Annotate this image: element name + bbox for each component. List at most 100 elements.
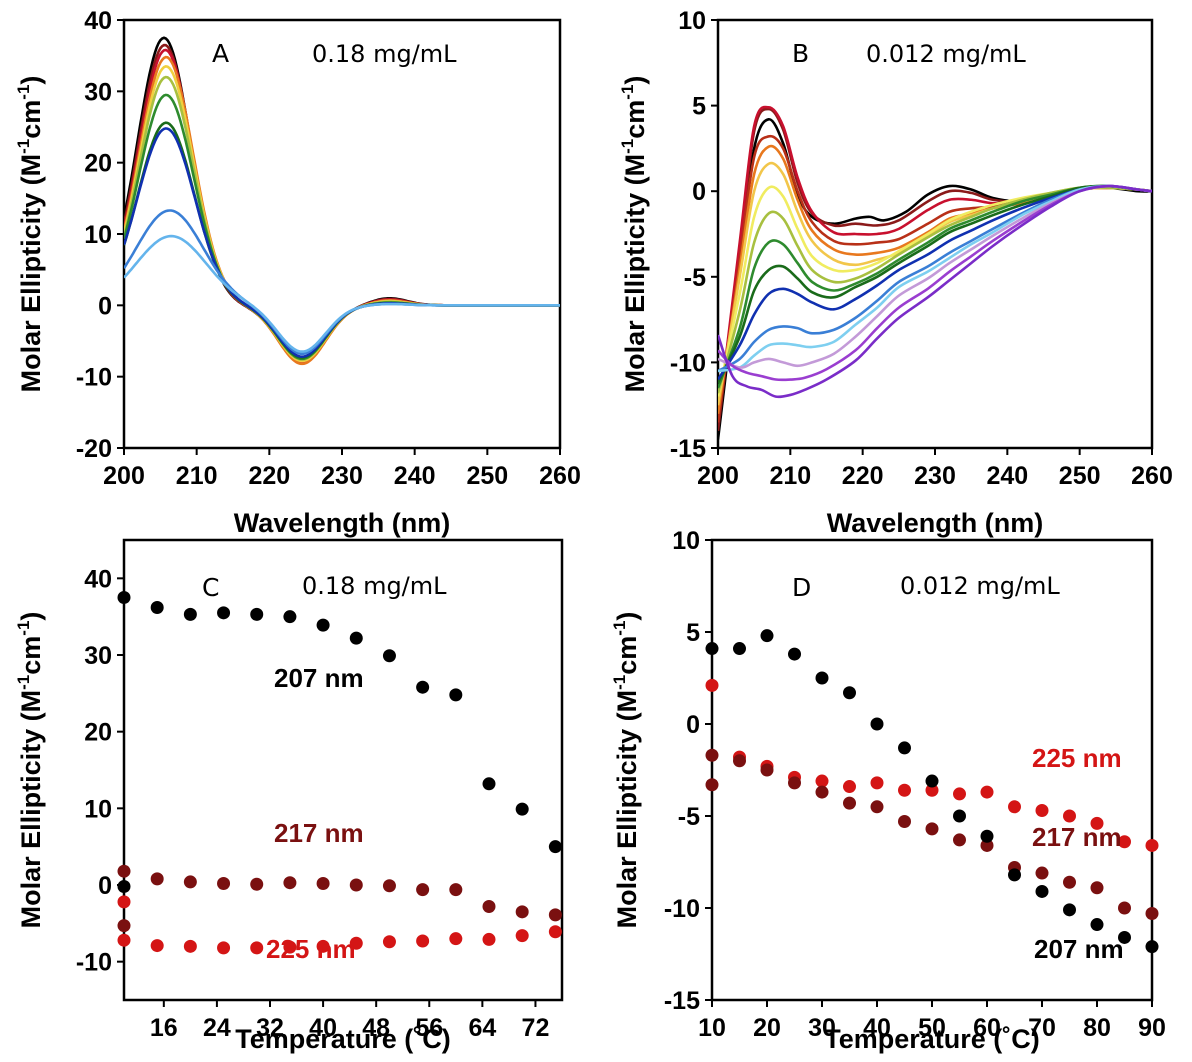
y-tick-label: -15: [664, 987, 700, 1015]
point-207-nm: [382, 649, 396, 663]
point-207-nm: [1008, 868, 1021, 882]
point-207-nm: [705, 642, 719, 656]
point-217-nm: [705, 748, 719, 762]
concentration-annotation: 0.18 mg/mL: [312, 40, 457, 68]
series-label-207-nm: 207 nm: [274, 663, 364, 693]
point-217-nm: [283, 876, 297, 890]
point-217-nm: [1035, 866, 1049, 880]
point-207-nm: [788, 647, 801, 661]
point-225-nm: [117, 933, 131, 947]
point-207-nm: [482, 777, 496, 791]
point-217-nm: [1145, 907, 1159, 921]
x-tick-label: 230: [321, 462, 363, 490]
spectrum-curve-1: [124, 36, 560, 364]
point-207-nm: [349, 631, 363, 645]
spectrum-curve-1: [718, 118, 1152, 440]
x-tick-label: 40: [309, 1014, 337, 1042]
point-217-nm: [117, 919, 131, 933]
point-225-nm: [705, 678, 719, 692]
x-tick-label: 60: [973, 1014, 1001, 1042]
y-tick-label: 5: [686, 619, 700, 647]
x-tick-label: 210: [176, 462, 218, 490]
point-217-nm: [843, 796, 856, 810]
point-207-nm: [548, 840, 562, 854]
panel-label: A: [212, 39, 229, 68]
point-207-nm: [449, 688, 463, 702]
x-axis-label: Temperature (˚C): [235, 1024, 451, 1054]
point-225-nm: [416, 934, 430, 948]
point-225-nm: [1063, 809, 1076, 823]
x-tick-label: 220: [248, 462, 290, 490]
spectrum-curve-3: [718, 105, 1152, 423]
y-axis-label: Molar Ellipticity (M-1cm-1): [618, 76, 650, 393]
point-217-nm: [250, 877, 264, 891]
point-217-nm: [548, 908, 562, 922]
point-207-nm: [515, 802, 529, 816]
point-207-nm: [870, 717, 884, 731]
y-tick-label: -10: [76, 949, 112, 977]
x-tick-label: 90: [1138, 1014, 1166, 1042]
y-tick-label: -15: [670, 435, 706, 463]
y-tick-label: -5: [678, 803, 700, 831]
point-207-nm: [1063, 903, 1076, 917]
x-tick-label: 200: [697, 462, 739, 490]
x-tick-label: 230: [914, 462, 956, 490]
point-207-nm: [283, 610, 297, 624]
point-217-nm: [449, 883, 463, 897]
point-207-nm: [183, 607, 197, 621]
point-217-nm: [482, 899, 496, 913]
point-207-nm: [980, 829, 994, 843]
point-225-nm: [250, 941, 264, 955]
y-tick-label: 0: [686, 711, 700, 739]
point-217-nm: [1063, 875, 1076, 889]
y-tick-label: 10: [84, 795, 112, 823]
point-225-nm: [382, 935, 396, 949]
x-tick-label: 30: [808, 1014, 836, 1042]
point-225-nm: [349, 936, 363, 950]
point-225-nm: [843, 780, 856, 794]
panel-a: -20 -10 0 10 20 30 40 200 210 220 230 240 250 260 Wave…: [14, 7, 581, 538]
point-217-nm: [815, 785, 829, 799]
point-217-nm: [150, 872, 164, 886]
point-207-nm: [250, 607, 264, 621]
y-tick-label: 30: [84, 642, 112, 670]
y-tick-label: 0: [98, 872, 112, 900]
point-225-nm: [1008, 800, 1021, 814]
x-tick-label: 80: [1083, 1014, 1111, 1042]
x-tick-label: 250: [466, 462, 508, 490]
panel-c: -10 0 10 20 30 40 16 24 32 40 48 56 64 72 Temperature …: [14, 538, 564, 1054]
point-225-nm: [1035, 803, 1049, 817]
point-217-nm: [1090, 881, 1104, 895]
panel-label: B: [792, 39, 809, 68]
x-tick-label: 250: [1059, 462, 1101, 490]
x-tick-label: 72: [522, 1014, 550, 1042]
x-tick-label: 240: [986, 462, 1028, 490]
x-tick-label: 40: [863, 1014, 891, 1042]
y-tick-label: -20: [76, 435, 112, 463]
point-225-nm: [316, 939, 330, 953]
point-217-nm: [183, 875, 197, 889]
point-207-nm: [1118, 930, 1131, 944]
point-207-nm: [843, 686, 856, 700]
x-tick-label: 50: [918, 1014, 946, 1042]
y-tick-label: -10: [670, 349, 706, 377]
y-tick-label: 0: [98, 292, 112, 320]
y-tick-label: 20: [84, 719, 112, 747]
point-207-nm: [898, 741, 911, 755]
series-label-217-nm: 217 nm: [1032, 822, 1122, 852]
spectrum-curve-10: [718, 184, 1152, 384]
plot-frame: [122, 538, 564, 1002]
y-tick-label: 10: [672, 527, 700, 555]
point-207-nm: [416, 680, 430, 694]
y-tick-label: 30: [84, 78, 112, 106]
x-tick-label: 260: [539, 462, 581, 490]
y-tick-label: 20: [84, 150, 112, 178]
point-225-nm: [183, 939, 197, 953]
series-label-225-nm: 225 nm: [1032, 743, 1122, 773]
x-tick-label: 64: [468, 1014, 496, 1042]
point-217-nm: [760, 763, 774, 777]
spectrum-curve-16: [718, 184, 1152, 399]
point-217-nm: [980, 838, 994, 852]
point-225-nm: [117, 895, 131, 909]
point-225-nm: [482, 932, 496, 946]
